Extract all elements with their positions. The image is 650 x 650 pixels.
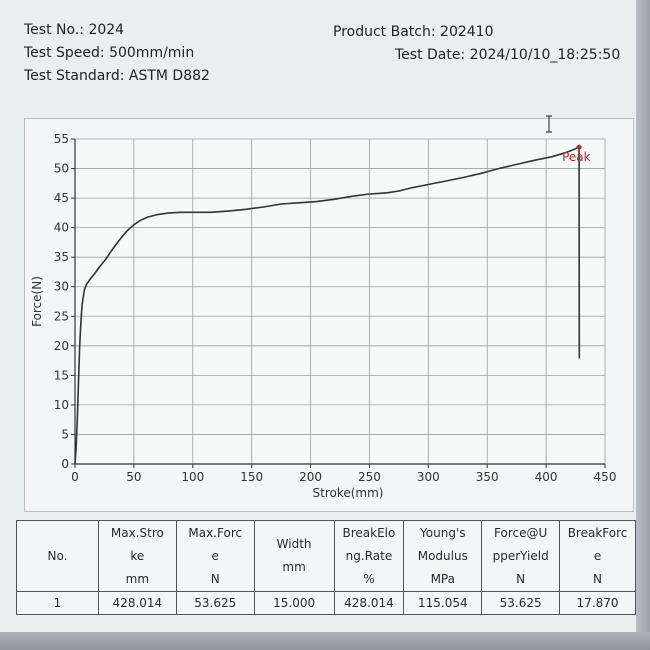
x-tick-label: 150 [240,470,263,484]
table-header-cell: No. [16,520,99,592]
text-cursor-icon [546,115,552,133]
peak-label: Peak [562,150,591,164]
header-text-line: Width [276,537,312,551]
x-tick-label: 300 [417,470,440,484]
x-tick-label: 0 [71,470,79,484]
header-text-line: ng.Rate [345,548,393,563]
test-no-label: Test No.: [24,22,84,38]
table-header-cell: Force@U pperYield N [481,520,561,592]
table-header-cell: Max.Stro ke mm [97,520,177,592]
table-cell: 53.625 [481,591,561,615]
table-cell: 53.625 [175,591,255,615]
test-speed-value: 500mm/min [109,45,195,61]
x-tick-label: 350 [476,470,499,484]
monitor-bezel-bottom [0,632,650,650]
header-text-line: pperYield [492,548,549,563]
chart-grid [75,138,606,464]
header-text-line: N [593,571,603,586]
x-tick-label: 400 [535,470,558,484]
header-text-line: No. [47,548,68,563]
x-tick-label: 50 [126,470,141,484]
y-tick-label: 40 [54,221,69,235]
y-tick-label: 10 [54,398,69,412]
y-tick-label: 20 [54,339,69,353]
peak-marker [576,144,582,150]
report-screen: Test No.: 2024 Test Speed: 500mm/min Tes… [0,0,636,632]
header-text-line: e [593,548,602,563]
header-text-line: N [516,571,526,586]
header-text-line: BreakForc [567,525,628,540]
plot-background [75,139,605,464]
header-text-line: mm [125,571,150,586]
header-text-line: N [210,571,220,586]
header-text-line: Max.Forc [188,525,243,540]
x-tick-label: 100 [181,470,204,484]
product-batch-label: Product Batch: [333,24,436,40]
header-text-line: Max.Stro [110,525,164,540]
table-header-cell: BreakElo ng.Rate% [333,520,405,592]
test-no: Test No.: 2024 [24,22,124,38]
table-cell: 1 [16,591,99,615]
chart-panel: 0 50 100 150 200 250 300 350 400 450 0 5 10 15 20 25 30 3… [24,118,634,512]
force-stroke-chart: 0 50 100 150 200 250 300 350 400 450 0 5 10 15 20 25 30 3… [30,132,617,500]
test-date-label: Test Date: [395,47,466,63]
y-tick-label: 0 [61,457,69,471]
force-stroke-curve [74,146,581,465]
header-text-line: BreakElo [342,525,396,540]
header-text-line: ke [130,548,145,563]
x-axis-label: Stroke(mm) [313,486,384,500]
table-cell: 15.000 [253,591,335,615]
table-header-cell: Max.Forc e N [175,520,255,592]
table-cell: 428.014 [97,591,177,615]
test-date: Test Date: 2024/10/10_18:25:50 [395,47,620,63]
table-header-cell: Width mm [253,520,335,592]
table-body: 1 428.014 53.625 15.000 428.014 115.054 53.625… [16,591,636,615]
test-standard-value: ASTM D882 [128,68,210,84]
table-header-cell: Young's Modulus MPa [403,520,483,592]
test-speed: Test Speed: 500mm/min [24,45,194,61]
y-tick-label: 15 [54,368,69,382]
x-tick-label: 250 [358,470,381,484]
table-cell: 17.870 [559,591,636,615]
header-text-line: e [211,548,219,563]
chart-series [74,144,582,465]
table-cell: 115.054 [403,591,483,615]
y-tick-label: 5 [61,427,69,441]
product-batch-value: 202410 [440,24,494,40]
y-tick-label: 35 [54,250,69,264]
chart-axes [74,139,605,465]
y-tick-label: 25 [54,309,69,323]
table-header-row: No. Max.Stro ke mm Max.Forc e N Width mm BreakElo… [16,520,636,592]
y-tick-label: 50 [54,162,69,176]
x-tick-label: 200 [299,470,322,484]
table-cell: 428.014 [333,591,405,615]
header-text-line: MPa [430,571,455,586]
test-standard: Test Standard: ASTM D882 [24,68,210,84]
monitor-bezel-right [636,0,650,650]
header-text-line: % [363,571,375,586]
product-batch: Product Batch: 202410 [333,24,493,40]
header-text-line: mm [282,560,306,574]
y-tick-label: 55 [54,132,69,146]
header-text-line: Young's [420,525,466,540]
y-axis-label: Force(N) [30,276,44,327]
table-header-cell: BreakForc e N [559,520,636,592]
test-standard-label: Test Standard: [24,68,125,84]
x-tick-label: 450 [594,470,617,484]
test-no-value: 2024 [88,22,125,38]
table-row: 1 428.014 53.625 15.000 428.014 115.054 53.625… [16,591,636,615]
results-table: No. Max.Stro ke mm Max.Forc e N Width mm BreakElo… [16,520,636,615]
y-tick-label: 45 [54,191,69,205]
header-text-line: Force@U [494,525,548,540]
test-date-value: 2024/10/10_18:25:50 [469,47,621,63]
test-speed-label: Test Speed: [24,45,105,61]
y-tick-label: 30 [54,280,69,294]
chart-ticks: 0 50 100 150 200 250 300 350 400 450 0 5 10 15 20 25 30 3… [54,132,617,484]
header-text-line: Modulus [417,548,468,563]
